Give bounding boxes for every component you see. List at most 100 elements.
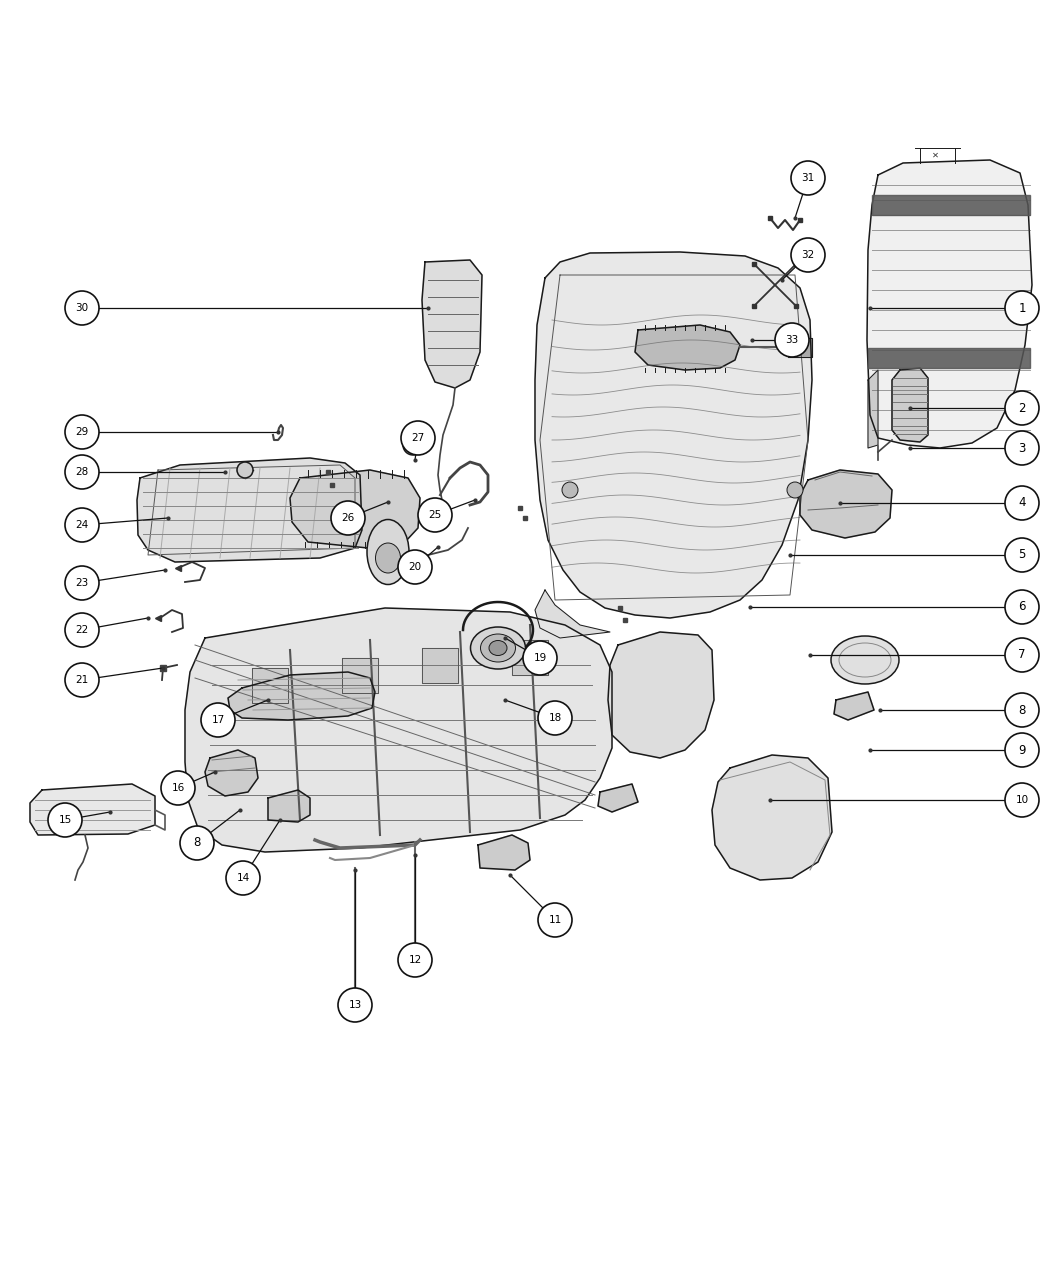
Text: 29: 29 <box>76 427 88 437</box>
Circle shape <box>398 944 432 977</box>
Polygon shape <box>268 790 310 822</box>
Text: 10: 10 <box>1015 796 1029 805</box>
Polygon shape <box>342 658 378 694</box>
Text: 17: 17 <box>211 715 225 725</box>
Circle shape <box>438 504 448 513</box>
Text: 31: 31 <box>801 173 815 184</box>
Polygon shape <box>834 692 874 720</box>
Ellipse shape <box>368 519 410 584</box>
Polygon shape <box>228 672 375 720</box>
Ellipse shape <box>376 543 400 572</box>
Text: 18: 18 <box>548 713 562 723</box>
Text: 15: 15 <box>59 815 71 825</box>
Circle shape <box>48 803 82 836</box>
Circle shape <box>65 414 99 449</box>
Polygon shape <box>290 470 420 548</box>
Polygon shape <box>872 195 1030 215</box>
Circle shape <box>161 771 195 805</box>
Circle shape <box>237 462 253 478</box>
Text: 12: 12 <box>408 955 422 965</box>
Text: 22: 22 <box>76 625 88 635</box>
Text: 19: 19 <box>533 653 547 663</box>
Circle shape <box>338 988 372 1023</box>
Polygon shape <box>608 632 714 759</box>
Circle shape <box>1005 783 1040 817</box>
Circle shape <box>562 482 578 499</box>
Ellipse shape <box>831 636 899 683</box>
Text: 32: 32 <box>801 250 815 260</box>
Circle shape <box>1005 694 1040 727</box>
Ellipse shape <box>481 634 516 662</box>
Circle shape <box>403 435 423 455</box>
Text: 27: 27 <box>412 434 424 442</box>
Circle shape <box>65 663 99 697</box>
Text: 8: 8 <box>1018 704 1026 717</box>
Text: 2: 2 <box>1018 402 1026 414</box>
Polygon shape <box>478 835 530 870</box>
Circle shape <box>180 826 214 861</box>
Polygon shape <box>252 668 288 703</box>
Polygon shape <box>788 338 812 357</box>
Circle shape <box>538 903 572 937</box>
Circle shape <box>1005 733 1040 768</box>
Circle shape <box>1005 486 1040 520</box>
Polygon shape <box>635 325 740 370</box>
Polygon shape <box>30 784 155 835</box>
Polygon shape <box>598 784 638 812</box>
Circle shape <box>398 550 432 584</box>
Circle shape <box>788 482 803 499</box>
Circle shape <box>65 291 99 325</box>
Circle shape <box>65 507 99 542</box>
Circle shape <box>1005 431 1040 465</box>
Text: 11: 11 <box>548 915 562 924</box>
Circle shape <box>523 641 556 674</box>
Text: 1: 1 <box>1018 301 1026 315</box>
Text: 9: 9 <box>1018 743 1026 756</box>
Polygon shape <box>868 370 878 448</box>
Circle shape <box>791 161 825 195</box>
Text: 8: 8 <box>193 836 201 849</box>
Circle shape <box>791 238 825 272</box>
Text: 6: 6 <box>1018 601 1026 613</box>
Circle shape <box>401 421 435 455</box>
Text: 23: 23 <box>76 578 88 588</box>
Polygon shape <box>892 368 928 442</box>
Circle shape <box>1005 291 1040 325</box>
Text: 5: 5 <box>1018 548 1026 561</box>
Circle shape <box>201 703 235 737</box>
Text: 14: 14 <box>236 873 250 884</box>
Circle shape <box>226 861 260 895</box>
Text: 3: 3 <box>1018 441 1026 454</box>
Circle shape <box>1005 590 1040 623</box>
Circle shape <box>538 701 572 734</box>
Text: 13: 13 <box>349 1000 361 1010</box>
Text: 20: 20 <box>408 562 421 572</box>
Polygon shape <box>867 159 1032 448</box>
Ellipse shape <box>470 627 525 669</box>
Text: 4: 4 <box>1018 496 1026 510</box>
Ellipse shape <box>489 640 507 655</box>
Polygon shape <box>512 640 548 674</box>
Polygon shape <box>422 648 458 683</box>
Circle shape <box>331 501 365 536</box>
Polygon shape <box>868 348 1030 368</box>
Text: 28: 28 <box>76 467 88 477</box>
Circle shape <box>418 499 452 532</box>
Polygon shape <box>536 590 610 638</box>
Polygon shape <box>712 755 832 880</box>
Polygon shape <box>136 458 362 562</box>
Circle shape <box>1005 391 1040 425</box>
Polygon shape <box>185 608 612 852</box>
Polygon shape <box>205 750 258 796</box>
Text: 25: 25 <box>428 510 442 520</box>
Text: 33: 33 <box>785 335 799 346</box>
Circle shape <box>1005 638 1040 672</box>
Circle shape <box>408 440 418 450</box>
Text: 26: 26 <box>341 513 355 523</box>
Text: 30: 30 <box>76 303 88 312</box>
Polygon shape <box>536 252 812 618</box>
Circle shape <box>1005 538 1040 572</box>
Text: 24: 24 <box>76 520 88 530</box>
Text: 7: 7 <box>1018 649 1026 662</box>
Polygon shape <box>800 470 892 538</box>
